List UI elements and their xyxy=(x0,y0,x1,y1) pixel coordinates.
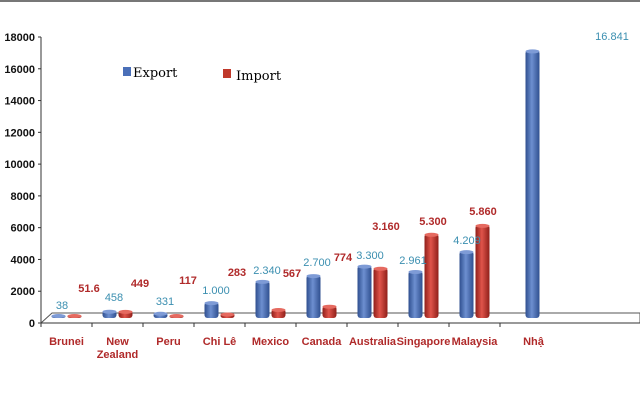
bar-top-export xyxy=(525,49,540,54)
y-tick-label: 2000 xyxy=(11,286,35,298)
bar-top-import xyxy=(169,314,184,318)
bar-import xyxy=(424,233,439,318)
bar-export xyxy=(357,265,372,318)
data-label-import: 774 xyxy=(334,252,353,264)
bar-top-export xyxy=(255,279,270,284)
y-tick-label: 12000 xyxy=(4,127,35,139)
bar-top-import xyxy=(67,314,82,318)
top-border xyxy=(0,0,640,2)
x-tick-label: Singapore xyxy=(397,336,451,348)
y-tick-label: 0 xyxy=(29,318,35,330)
x-tick-label: Chi Lê xyxy=(203,336,237,348)
bar-top-import xyxy=(373,266,388,271)
legend-label-import: Import xyxy=(236,69,282,84)
legend: Export Import xyxy=(123,66,282,84)
data-label-import: 51.6 xyxy=(78,283,99,295)
legend-swatch-export xyxy=(123,67,131,76)
bar-export xyxy=(306,275,321,318)
legend-swatch-import xyxy=(223,69,231,78)
data-label-export: 2.340 xyxy=(253,265,281,277)
bar-top-import xyxy=(322,304,337,309)
data-label-import: 5.300 xyxy=(419,216,447,228)
data-label-export: 1.000 xyxy=(202,285,230,297)
y-tick-label: 4000 xyxy=(11,254,35,266)
data-label-export: 2.700 xyxy=(303,257,331,269)
x-tick-label: Australia xyxy=(349,336,397,348)
x-tick-label: Nhậ xyxy=(523,336,545,348)
bar-export xyxy=(204,302,219,318)
bar-top-import xyxy=(424,232,439,237)
data-label-import: 5.860 xyxy=(469,206,497,218)
data-label-export: 16.841 xyxy=(595,31,629,43)
x-tick-label: Canada xyxy=(302,336,343,348)
x-tick-label: Malaysia xyxy=(452,336,499,348)
bar-top-export xyxy=(459,250,474,255)
x-tick-label: Mexico xyxy=(252,336,290,348)
data-label-export: 4.209 xyxy=(453,235,481,247)
data-label-import: 117 xyxy=(179,275,197,287)
legend-label-export: Export xyxy=(133,66,178,81)
data-label-export: 38 xyxy=(56,300,68,312)
data-label-export: 331 xyxy=(156,296,174,308)
bar-export xyxy=(255,280,270,318)
x-tick-label: Brunei xyxy=(49,336,84,348)
y-tick-label: 16000 xyxy=(4,64,35,76)
data-label-import: 449 xyxy=(131,278,149,290)
x-tick-label: New Zealand xyxy=(97,336,139,361)
y-tick-label: 8000 xyxy=(11,191,35,203)
bar-top-export xyxy=(204,301,219,306)
bar-top-import xyxy=(271,307,286,312)
bar-top-import xyxy=(220,312,235,317)
data-label-export: 458 xyxy=(105,292,123,304)
bar-import xyxy=(475,224,490,318)
y-tick-label: 18000 xyxy=(4,32,35,44)
bar-top-import xyxy=(118,309,133,314)
bar-top-export xyxy=(51,314,66,318)
bar-import xyxy=(373,267,388,318)
bar-export xyxy=(525,50,540,318)
bar-top-export xyxy=(306,274,321,279)
data-label-import: 283 xyxy=(228,267,246,279)
data-label-export: 3.300 xyxy=(356,250,384,262)
bar-top-export xyxy=(153,311,168,316)
data-label-import: 567 xyxy=(283,268,301,280)
bar-export xyxy=(459,251,474,318)
data-label-import: 3.160 xyxy=(372,221,400,233)
data-label-export: 2.961 xyxy=(399,255,427,267)
bar-import xyxy=(322,305,337,318)
bar-top-import xyxy=(475,223,490,228)
y-tick-label: 10000 xyxy=(4,159,35,171)
bar-top-export xyxy=(102,309,117,314)
y-tick-label: 6000 xyxy=(11,223,35,235)
y-tick-label: 14000 xyxy=(4,96,35,108)
bar-top-export xyxy=(357,264,372,269)
x-tick-label: Peru xyxy=(156,336,180,348)
bar-export xyxy=(408,270,423,318)
bar-top-export xyxy=(408,269,423,274)
